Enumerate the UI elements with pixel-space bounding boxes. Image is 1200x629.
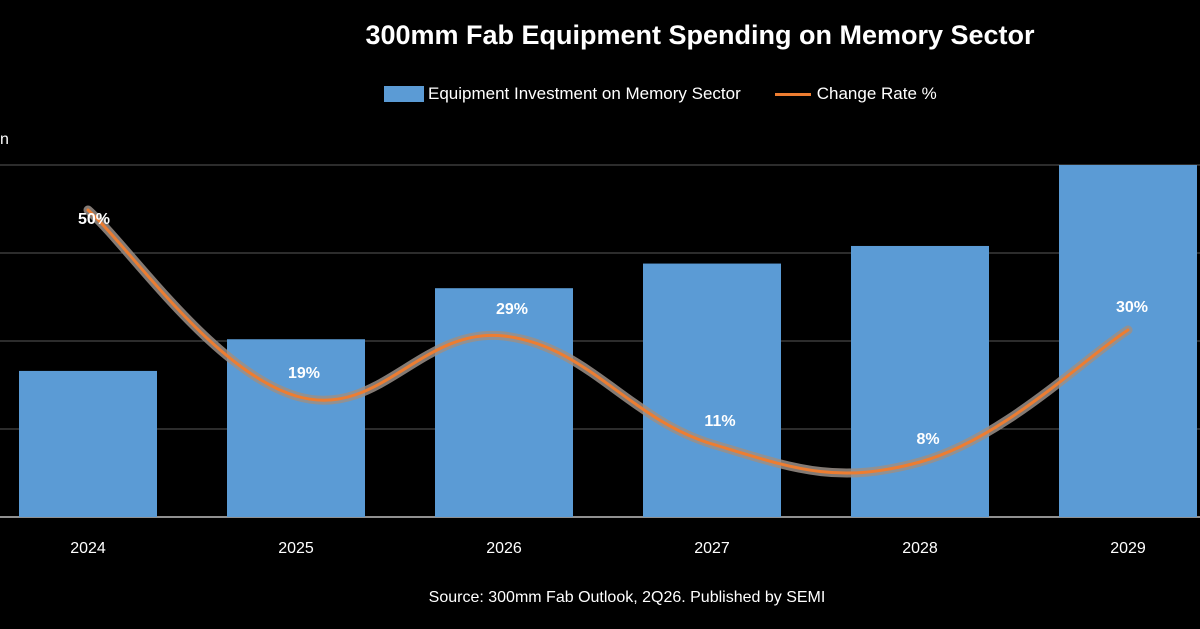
x-tick-2024: 2024: [70, 540, 106, 557]
data-labels: 50% 19% 29% 11% 8% 30%: [78, 211, 1148, 448]
x-tick-2027: 2027: [694, 540, 730, 557]
chart-legend: Equipment Investment on Memory Sector Ch…: [384, 84, 937, 104]
change-rate-series: [83, 205, 1133, 478]
bar-series: [19, 165, 1197, 517]
rate-label-2026: 29%: [496, 301, 528, 318]
rate-label-2025: 19%: [288, 365, 320, 382]
x-tick-2029: 2029: [1110, 540, 1146, 557]
rate-label-2027: 11%: [704, 413, 735, 430]
bar-2027: [643, 263, 781, 517]
x-tick-2026: 2026: [486, 540, 522, 557]
x-tick-2028: 2028: [902, 540, 938, 557]
bar-2029: [1059, 165, 1197, 517]
bar-2024: [19, 370, 157, 517]
rate-label-2024: 50%: [78, 211, 110, 228]
legend-bar-label: Equipment Investment on Memory Sector: [428, 84, 741, 103]
legend-line-swatch: [774, 92, 811, 96]
gridlines: [0, 164, 1200, 518]
rate-label-2028: 8%: [916, 431, 939, 448]
legend-line-label: Change Rate %: [816, 84, 937, 103]
chart-title: 300mm Fab Equipment Spending on Memory S…: [365, 20, 1035, 50]
bar-2028: [851, 245, 989, 517]
change-rate-line: [86, 208, 1130, 475]
legend-bar-swatch: [384, 86, 424, 102]
bar-2026: [435, 288, 573, 517]
x-tick-2025: 2025: [278, 540, 314, 557]
rate-label-2029: 30%: [1116, 299, 1148, 316]
x-axis-ticks: 2024 2025 2026 2027 2028 2029: [70, 540, 1146, 557]
chart-source-note: Source: 300mm Fab Outlook, 2Q26. Publish…: [428, 589, 826, 606]
y-axis-label-fragment: n: [0, 131, 9, 148]
